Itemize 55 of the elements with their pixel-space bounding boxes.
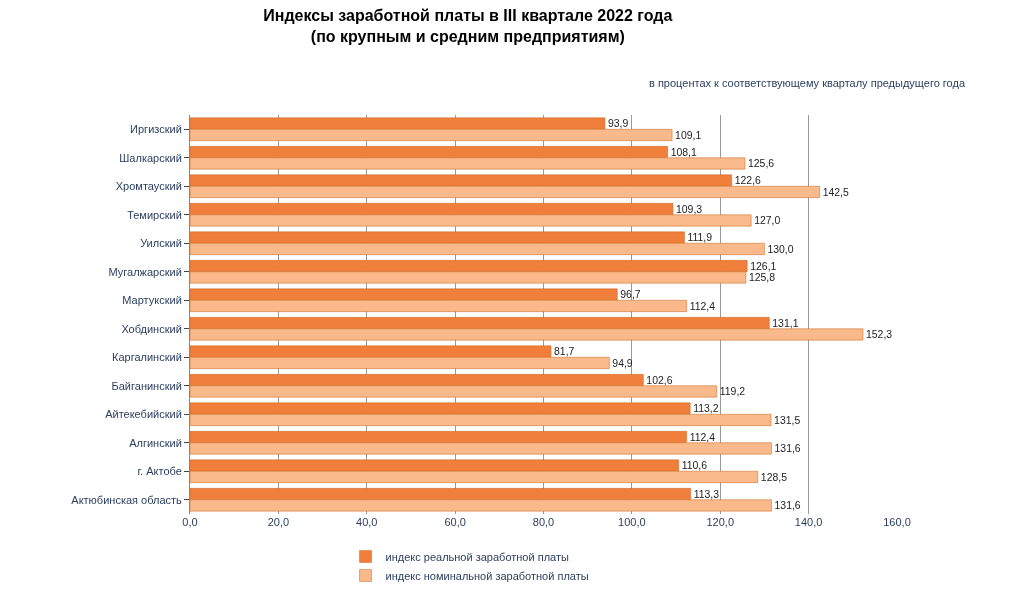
x-tick-label: 80,0 xyxy=(532,516,555,528)
y-tick-label: Актюбинская область xyxy=(71,493,183,506)
data-label: 119,2 xyxy=(719,386,746,398)
x-tick-label: 120,0 xyxy=(706,516,735,528)
data-label: 113,2 xyxy=(693,403,719,415)
data-label: 102,6 xyxy=(646,374,673,386)
data-label: 112,4 xyxy=(689,300,716,312)
data-label: 131,6 xyxy=(774,443,801,455)
data-label: 81,7 xyxy=(554,346,575,358)
data-label: 127,0 xyxy=(754,215,781,227)
y-tick-label: Уилский xyxy=(140,237,182,250)
legend-label: индекс номинальной заработной платы xyxy=(385,569,589,582)
data-label: 131,6 xyxy=(774,500,801,512)
data-label: 142,5 xyxy=(822,186,849,198)
x-tick-label: 0,0 xyxy=(182,516,198,528)
x-tick-label: 140,0 xyxy=(794,516,823,528)
y-tick-label: Каргалинский xyxy=(112,351,182,364)
data-label: 125,6 xyxy=(748,158,775,170)
y-tick-label: Байганинский xyxy=(111,379,182,392)
data-label: 109,3 xyxy=(675,203,703,215)
data-label: 152,3 xyxy=(865,329,893,341)
data-label: 108,1 xyxy=(670,146,697,158)
chart-title: Индексы заработной платы в III квартале 2022 года (по крупным и средним предприятиям) xyxy=(263,7,673,45)
y-tick-label: Темирский xyxy=(127,208,182,221)
data-label: 122,6 xyxy=(734,175,762,187)
y-tick-label: Айтекебийский xyxy=(105,408,182,421)
y-tick-label: Шалкарский xyxy=(119,151,182,164)
data-label: 126,1 xyxy=(750,260,777,272)
data-label: 125,8 xyxy=(748,272,776,284)
y-tick-label: Хромтауский xyxy=(115,180,182,193)
y-tick-label: Мартукский xyxy=(122,294,182,307)
data-label: 131,1 xyxy=(772,317,799,329)
x-tick-label: 60,0 xyxy=(444,516,466,528)
y-tick-label: Мугалжарский xyxy=(108,265,182,278)
data-label: 93,9 xyxy=(607,118,629,130)
data-label: 130,0 xyxy=(767,243,794,255)
chart-subtitle: в процентах к соответствующему кварталу предыдущего года xyxy=(649,77,966,89)
y-tick-label: Алгинский xyxy=(129,436,182,449)
legend-label: индекс реальной заработной платы xyxy=(385,550,569,563)
data-label: 96,7 xyxy=(620,289,641,301)
y-tick-label: Иргизский xyxy=(130,123,182,136)
data-label: 128,5 xyxy=(760,471,788,483)
data-label: 109,1 xyxy=(675,129,702,141)
data-label: 112,4 xyxy=(689,431,716,443)
y-tick-label: Хобдинский xyxy=(121,322,182,335)
data-label: 111,9 xyxy=(687,232,713,244)
x-tick-label: 40,0 xyxy=(356,516,378,528)
data-label: 94,9 xyxy=(612,357,633,369)
data-label: 113,3 xyxy=(693,488,720,500)
x-tick-label: 100,0 xyxy=(618,516,646,528)
x-tick-label: 20,0 xyxy=(267,516,290,528)
data-label: 131,5 xyxy=(774,414,801,426)
x-tick-label: 160,0 xyxy=(883,516,911,528)
y-tick-label: г. Актобе xyxy=(137,465,182,478)
data-label: 110,6 xyxy=(681,460,708,472)
